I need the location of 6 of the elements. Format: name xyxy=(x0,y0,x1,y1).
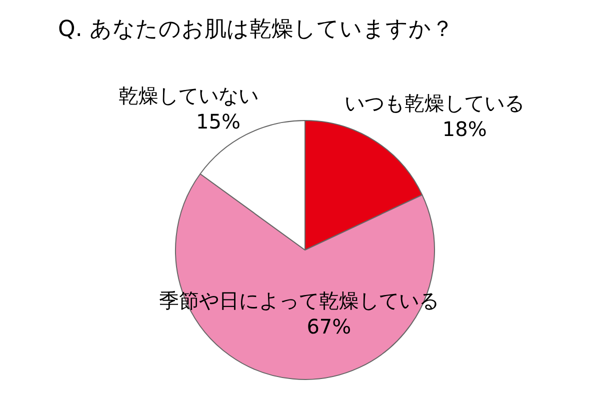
data-label: 15% xyxy=(196,109,240,134)
slice-label: 乾燥していない xyxy=(118,83,258,108)
slice-label: いつも乾燥している xyxy=(344,90,525,115)
data-label: 67% xyxy=(306,314,352,339)
data-label: 18% xyxy=(442,116,487,141)
chart-title: Q. あなたのお肌は乾燥していますか？ xyxy=(58,16,454,44)
